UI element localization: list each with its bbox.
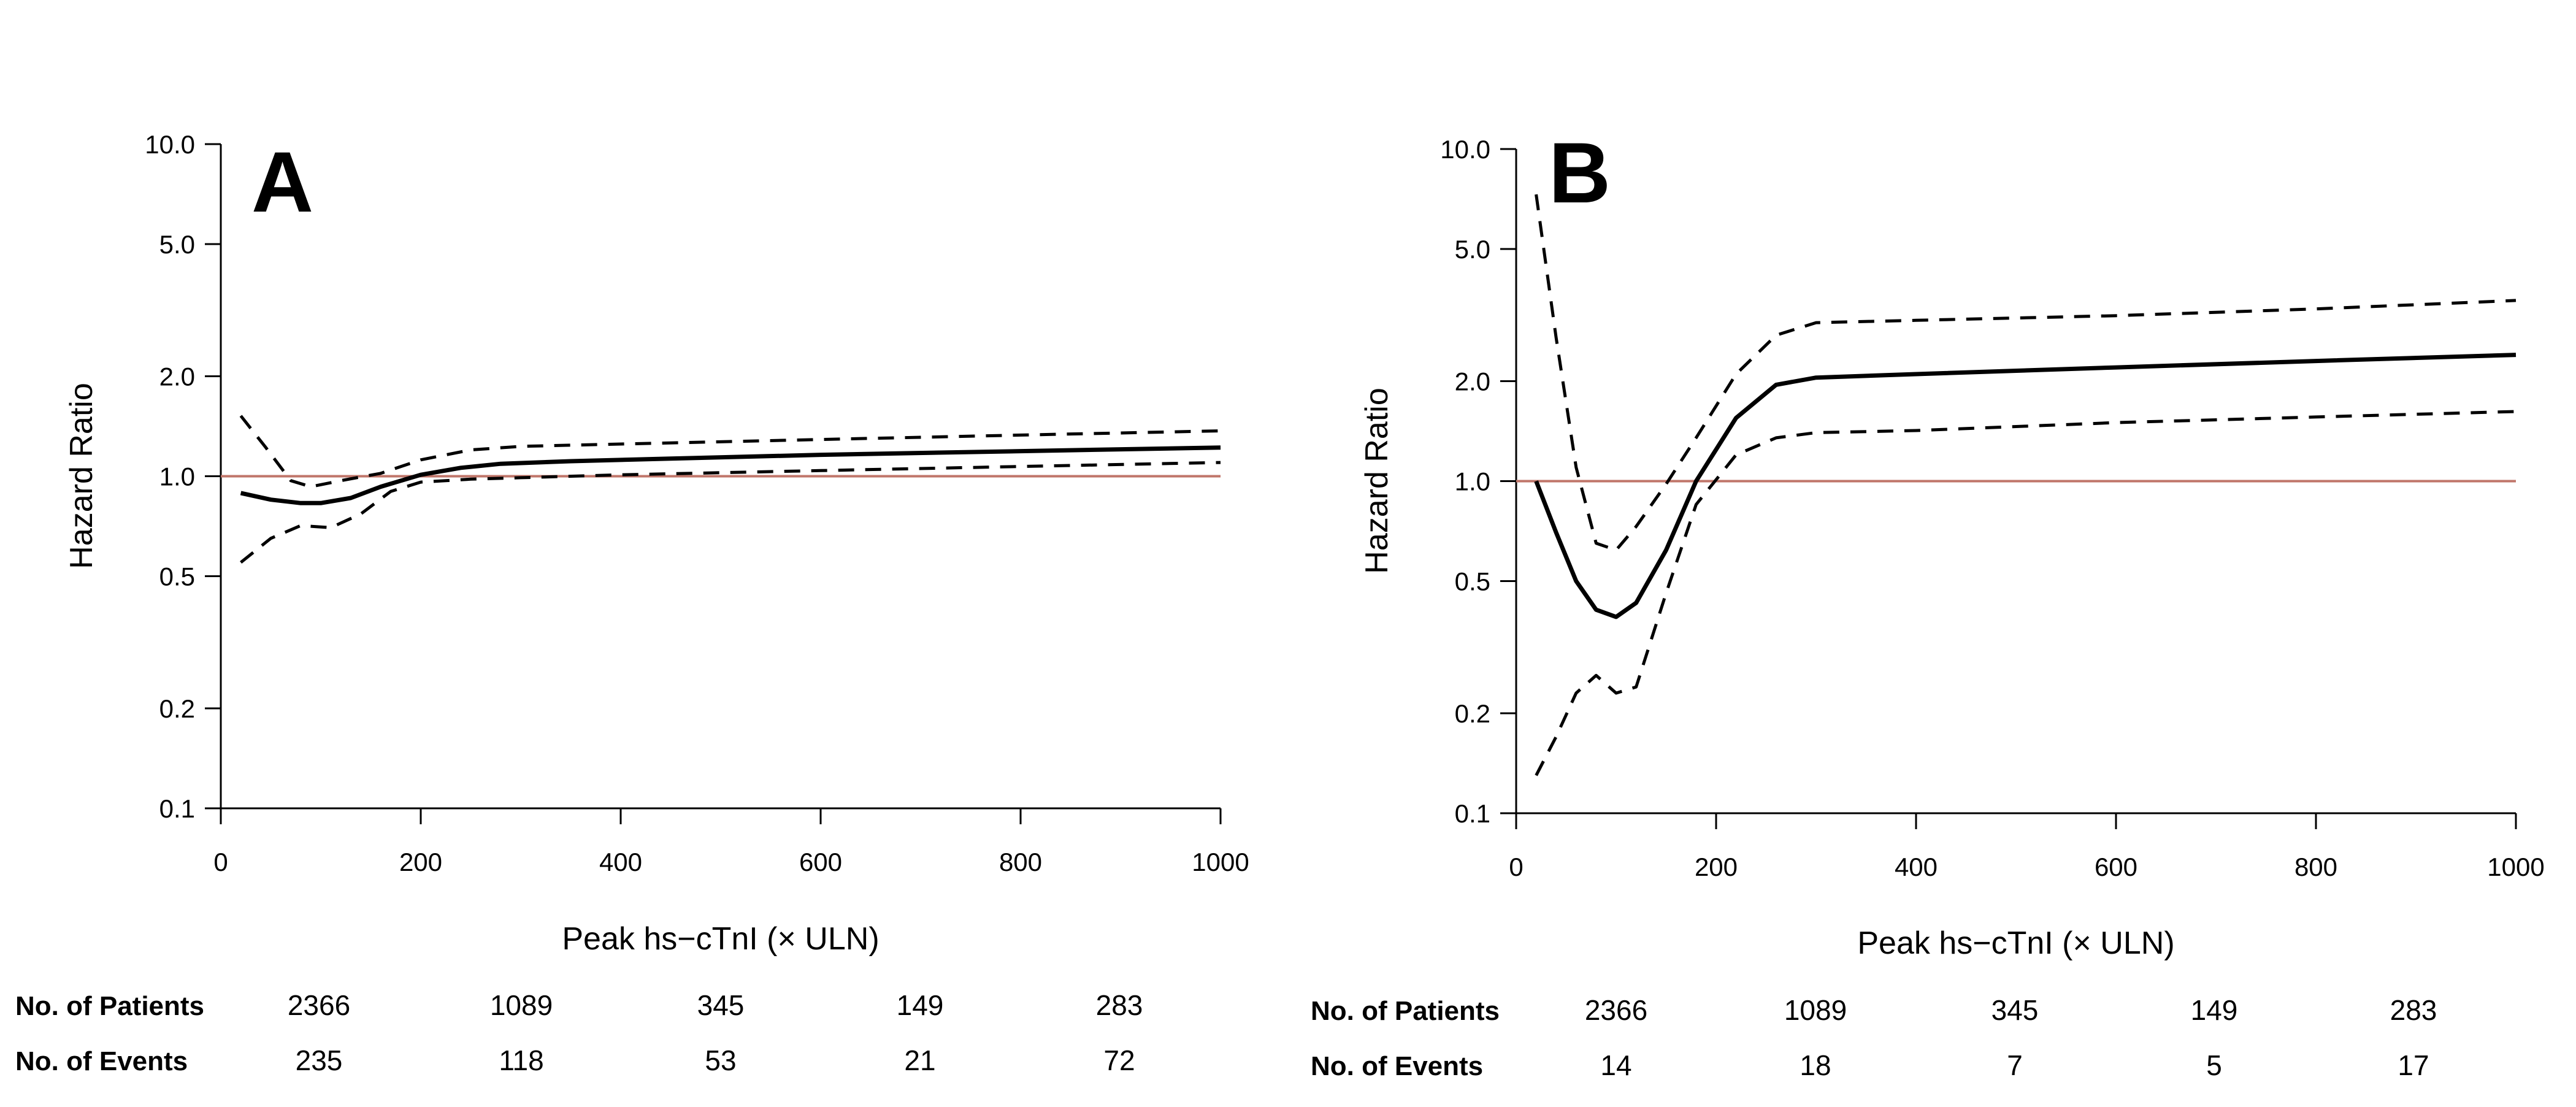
confidence-bound-line [1535, 410, 2517, 776]
y-tick-label: 5.0 [159, 230, 195, 259]
events-count: 235 [296, 1044, 343, 1076]
panel-b: 10.0 5.0 2.0 1.0 0.5 0.2 0.1 0 200 400 600 800 1000 P… [1311, 124, 2545, 1081]
x-tick-label: 1000 [2487, 852, 2544, 881]
patients-count: 283 [2390, 994, 2437, 1026]
x-tick-label: 200 [399, 848, 442, 876]
patients-count: 1089 [1784, 994, 1847, 1026]
patients-count: 2366 [1585, 994, 1647, 1026]
y-tick-label: 5.0 [1455, 235, 1490, 264]
patients-count: 149 [2191, 994, 2238, 1026]
confidence-bound-line [239, 415, 1221, 489]
y-tick-label: 10.0 [1440, 135, 1490, 164]
patients-count: 2366 [288, 989, 350, 1021]
x-tick-label: 800 [2294, 852, 2337, 881]
events-count: 7 [2007, 1049, 2023, 1081]
patients-count: 1089 [490, 989, 553, 1021]
hazard-ratio-line [1534, 353, 2517, 619]
x-tick-label: 600 [799, 848, 842, 876]
y-axis-title: Hazard Ratio [1359, 388, 1395, 573]
events-row-label: No. of Events [15, 1046, 188, 1076]
events-count: 72 [1103, 1044, 1135, 1076]
y-tick-label: 2.0 [1455, 367, 1490, 396]
y-tick-label: 1.0 [1455, 467, 1490, 496]
x-axis-title: Peak hs−cTnI (× ULN) [1857, 925, 2174, 961]
patients-count: 345 [1991, 994, 2039, 1026]
events-count: 18 [1800, 1049, 1831, 1081]
x-tick-label: 800 [999, 848, 1042, 876]
confidence-bound-line [1535, 194, 2517, 552]
x-tick-label: 600 [2095, 852, 2137, 881]
y-tick-label: 0.5 [159, 562, 195, 591]
patients-count: 149 [897, 989, 944, 1021]
y-tick-label: 10.0 [145, 130, 195, 159]
events-count: 53 [705, 1044, 736, 1076]
x-axis-title: Peak hs−cTnI (× ULN) [562, 921, 879, 957]
patients-row-label: No. of Patients [15, 991, 204, 1021]
x-tick-label: 0 [1509, 852, 1523, 881]
y-tick-label: 0.1 [159, 794, 195, 823]
panel-letter: B [1549, 124, 1611, 221]
events-row-label: No. of Events [1311, 1051, 1483, 1081]
y-tick-label: 0.5 [1455, 567, 1490, 596]
y-tick-label: 0.2 [159, 694, 195, 723]
panel-a: 10.0 5.0 2.0 1.0 0.5 0.2 0.1 0 200 400 600 800 1000 P… [15, 130, 1249, 1076]
y-tick-label: 0.2 [1455, 699, 1490, 728]
events-count: 17 [2398, 1049, 2429, 1081]
patients-count: 345 [697, 989, 745, 1021]
y-tick-label: 2.0 [159, 362, 195, 391]
x-tick-label: 400 [1895, 852, 1938, 881]
hazard-ratio-line [240, 445, 1221, 505]
events-count: 118 [499, 1044, 543, 1076]
events-count: 5 [2206, 1049, 2222, 1081]
y-tick-label: 1.0 [159, 462, 195, 491]
confidence-bound-line [240, 461, 1221, 564]
patients-count: 283 [1096, 989, 1143, 1021]
x-tick-label: 400 [599, 848, 642, 876]
y-tick-label: 0.1 [1455, 799, 1490, 828]
patients-row-label: No. of Patients [1311, 996, 1500, 1026]
x-tick-label: 0 [213, 848, 228, 876]
x-tick-label: 1000 [1192, 848, 1249, 876]
x-tick-label: 200 [1695, 852, 1738, 881]
events-count: 14 [1600, 1049, 1631, 1081]
panel-letter: A [251, 134, 313, 230]
events-count: 21 [904, 1044, 935, 1076]
y-axis-title: Hazard Ratio [64, 383, 99, 569]
